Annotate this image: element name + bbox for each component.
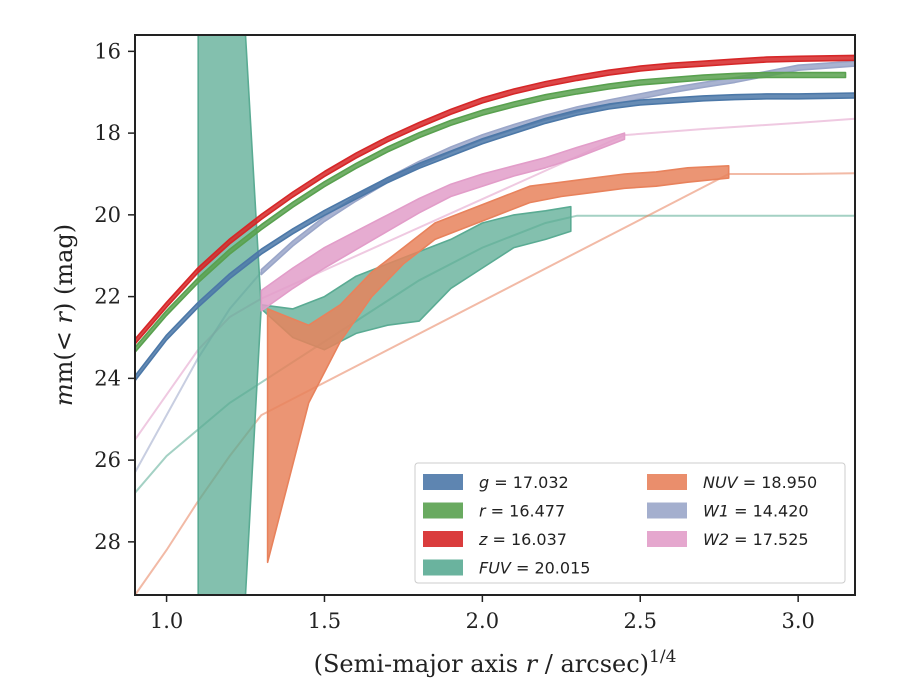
y-axis-ticks: 16 18 20 22 24 26 28 [94, 39, 135, 554]
series-r-band [134, 71, 847, 354]
y-tick-label: 24 [94, 366, 121, 390]
legend-label-w2: W2 = 17.525 [703, 530, 809, 549]
legend-label-fuv: FUV = 20.015 [479, 559, 590, 578]
legend-swatch-fuv [423, 559, 463, 576]
legend-label-w1: W1 = 14.420 [703, 502, 809, 521]
legend-swatch-nuv [647, 474, 687, 490]
legend-frame [414, 462, 846, 584]
x-axis-label: (Semi-major axis r / arcsec)1/4 [314, 647, 677, 678]
y-axis-label: mm(< r) (mag) [50, 224, 78, 406]
y-tick-label: 18 [94, 121, 121, 145]
series-nuv-band [266, 165, 730, 564]
legend-label-r: r = 16.477 [479, 502, 565, 521]
x-tick-label: 1.0 [150, 609, 183, 633]
x-tick-label: 2.5 [624, 609, 657, 633]
legend-label-z: z = 16.037 [478, 530, 567, 549]
legend-swatch-w2 [647, 531, 687, 547]
legend-label-g: g = 17.032 [479, 473, 569, 492]
y-tick-label: 22 [94, 285, 121, 309]
x-tick-label: 1.5 [308, 609, 341, 633]
legend-label-nuv: NUV = 18.950 [703, 473, 817, 492]
x-tick-label: 3.0 [781, 609, 814, 633]
x-tick-label: 2.0 [466, 609, 499, 633]
y-tick-label: 20 [94, 203, 121, 227]
legend-swatch-w1 [647, 502, 687, 519]
legend-swatch-z [423, 531, 463, 547]
plot-frame [134, 34, 856, 596]
y-tick-label: 28 [94, 530, 121, 554]
series-w2-band [260, 132, 626, 312]
legend-swatch-r [423, 502, 463, 519]
legend-swatch-g [423, 474, 463, 490]
y-tick-label: 26 [94, 448, 121, 472]
legend: g = 17.032 r = 16.477 z = 16.037 FUV = 20.0… [414, 462, 846, 584]
x-axis-ticks: 1.0 1.5 2.0 2.5 3.0 [150, 595, 815, 633]
y-tick-label: 16 [94, 39, 121, 63]
